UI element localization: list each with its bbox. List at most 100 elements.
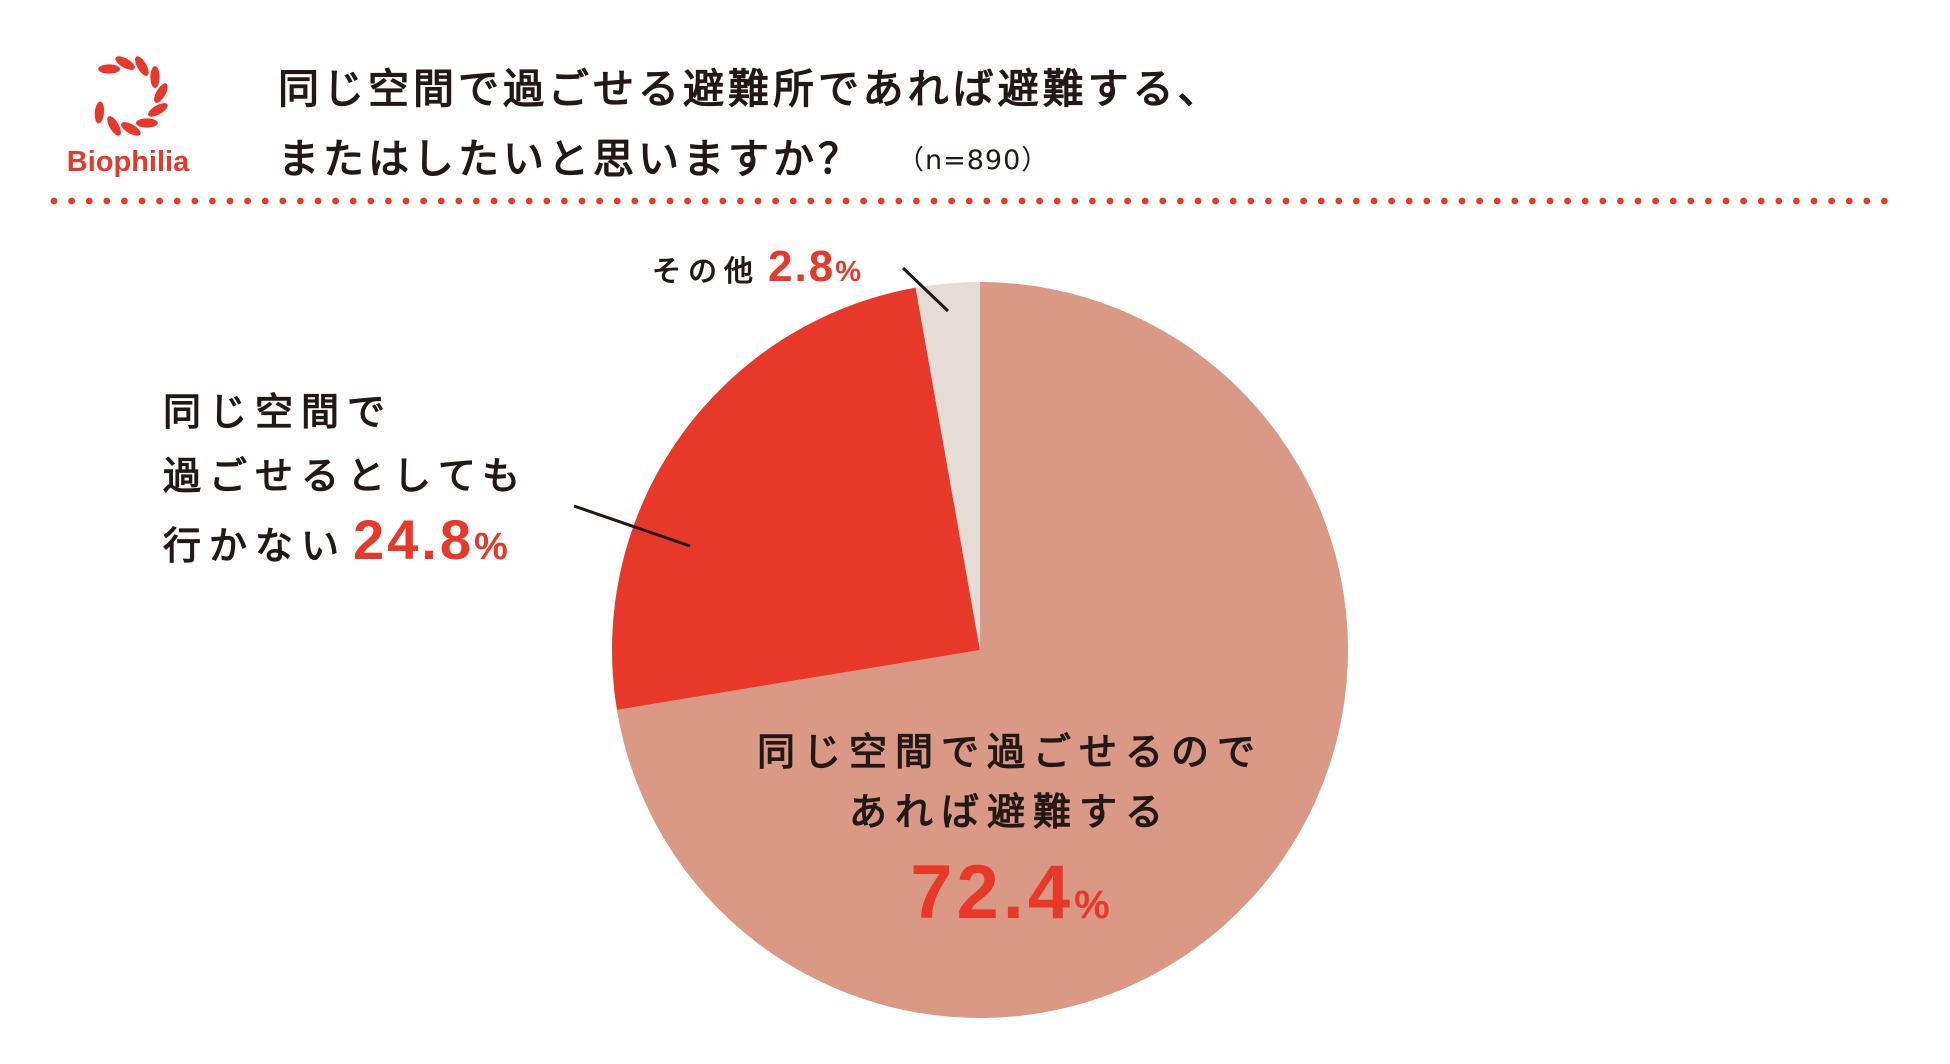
divider-dot <box>1564 197 1571 205</box>
divider-dot <box>455 197 463 205</box>
divider-dot <box>156 197 163 205</box>
divider-dot <box>1581 197 1589 205</box>
divider-dot <box>437 197 445 205</box>
leader-line-wont-go <box>573 504 691 548</box>
divider-dot <box>578 197 586 205</box>
divider-dot <box>1335 197 1343 205</box>
divider-dot <box>1317 197 1325 205</box>
divider-dot <box>965 197 973 205</box>
slice-unit-other: % <box>835 256 861 288</box>
divider-dot <box>1740 197 1747 205</box>
slice-label-wont-go-line-2: 過ごせるとしても <box>163 454 528 498</box>
divider-dot <box>1423 197 1431 205</box>
chart-title-line-2-text: またはしたいと思いますか？ <box>278 135 863 183</box>
divider-dot <box>1001 197 1008 205</box>
divider-dot <box>525 197 533 205</box>
divider-dot <box>701 197 709 205</box>
divider-dot <box>68 197 75 205</box>
divider-dot <box>1106 197 1114 205</box>
brand-logo-text: Biophilia <box>66 146 190 178</box>
divider-dot <box>1546 197 1554 205</box>
divider-dot <box>332 197 339 205</box>
divider-dot <box>473 197 480 205</box>
divider-dot <box>1881 197 1888 205</box>
divider-dot <box>1476 197 1483 205</box>
divider-dot <box>649 197 656 205</box>
divider-dot <box>613 197 621 205</box>
wreath-leaf <box>150 66 160 89</box>
divider-dot <box>1177 197 1184 205</box>
slice-value-will-evacuate-line: 72.4% <box>720 848 1300 950</box>
pie-slice-wont-go <box>612 287 980 710</box>
divider-dot <box>930 197 938 205</box>
pie-slice-will-evacuate <box>616 282 1349 1018</box>
slice-label-wont-go-line-3-text: 行かない <box>163 524 348 568</box>
divider-dot <box>719 197 727 205</box>
divider-dot <box>631 197 639 205</box>
divider-dot <box>261 197 269 205</box>
divider-dot <box>1194 197 1202 205</box>
divider-dot <box>1845 197 1853 205</box>
divider-dot <box>1810 197 1818 205</box>
divider-dot <box>209 197 216 205</box>
divider-dot <box>895 197 903 205</box>
divider-dot <box>1247 197 1255 205</box>
divider-dot <box>1370 197 1378 205</box>
slice-label-wont-go-line-1: 同じ空間で <box>163 390 394 434</box>
wreath-leaf <box>94 101 105 124</box>
divider-dot <box>1388 197 1395 205</box>
divider-dot <box>279 197 287 205</box>
divider-dot <box>314 197 322 205</box>
divider-dot <box>1793 197 1800 205</box>
divider-dot <box>1089 197 1096 205</box>
divider-dot <box>948 197 955 205</box>
divider-dot <box>191 197 199 205</box>
divider-dot <box>561 197 568 205</box>
divider-dot <box>1669 197 1677 205</box>
chart-title-line-1: 同じ空間で過ごせる避難所であれば避難する、 <box>278 65 1223 113</box>
divider-dot <box>1687 197 1695 205</box>
dotted-divider <box>50 197 1888 205</box>
divider-dot <box>684 197 691 205</box>
brand-logo: Biophilia <box>48 48 208 188</box>
chart-title-line-2: またはしたいと思いますか？ （n=890） <box>278 124 1223 196</box>
divider-dot <box>1018 197 1026 205</box>
divider-dot <box>666 197 674 205</box>
wreath-leaf <box>154 83 168 103</box>
divider-dot <box>138 197 146 205</box>
divider-dot <box>1493 197 1501 205</box>
divider-dot <box>1828 197 1835 205</box>
divider-dot <box>1159 197 1167 205</box>
divider-dot <box>1722 197 1730 205</box>
divider-dot <box>103 197 111 205</box>
slice-value-will-evacuate: 72.4 <box>910 850 1075 935</box>
divider-dot <box>490 197 498 205</box>
divider-dot <box>1141 197 1149 205</box>
divider-dot <box>1529 197 1536 205</box>
chart-title: 同じ空間で過ごせる避難所であれば避難する、 またはしたいと思いますか？ （n=89… <box>278 54 1223 196</box>
divider-dot <box>596 197 603 205</box>
divider-dot <box>349 197 357 205</box>
divider-dot <box>1599 197 1607 205</box>
pie-slice-other <box>915 282 980 650</box>
divider-dot <box>1405 197 1413 205</box>
slice-label-will-evacuate-line-2: あれば避難する <box>848 790 1171 834</box>
divider-dot <box>297 197 304 205</box>
divider-dot <box>50 197 58 205</box>
divider-dot <box>737 197 744 205</box>
slice-unit-will-evacuate: % <box>1074 883 1110 927</box>
divider-dot <box>1353 197 1360 205</box>
slice-value-other: 2.8 <box>768 242 836 291</box>
divider-dot <box>1652 197 1659 205</box>
divider-dot <box>913 197 920 205</box>
divider-dot <box>1300 197 1307 205</box>
divider-dot <box>1617 197 1624 205</box>
slice-label-will-evacuate-line-1: 同じ空間で過ごせるので <box>756 730 1263 774</box>
wreath-leaf <box>98 64 121 74</box>
divider-dot <box>754 197 762 205</box>
divider-dot <box>1775 197 1783 205</box>
slice-label-other-text: その他 <box>652 254 761 288</box>
leader-line-other <box>901 266 950 313</box>
